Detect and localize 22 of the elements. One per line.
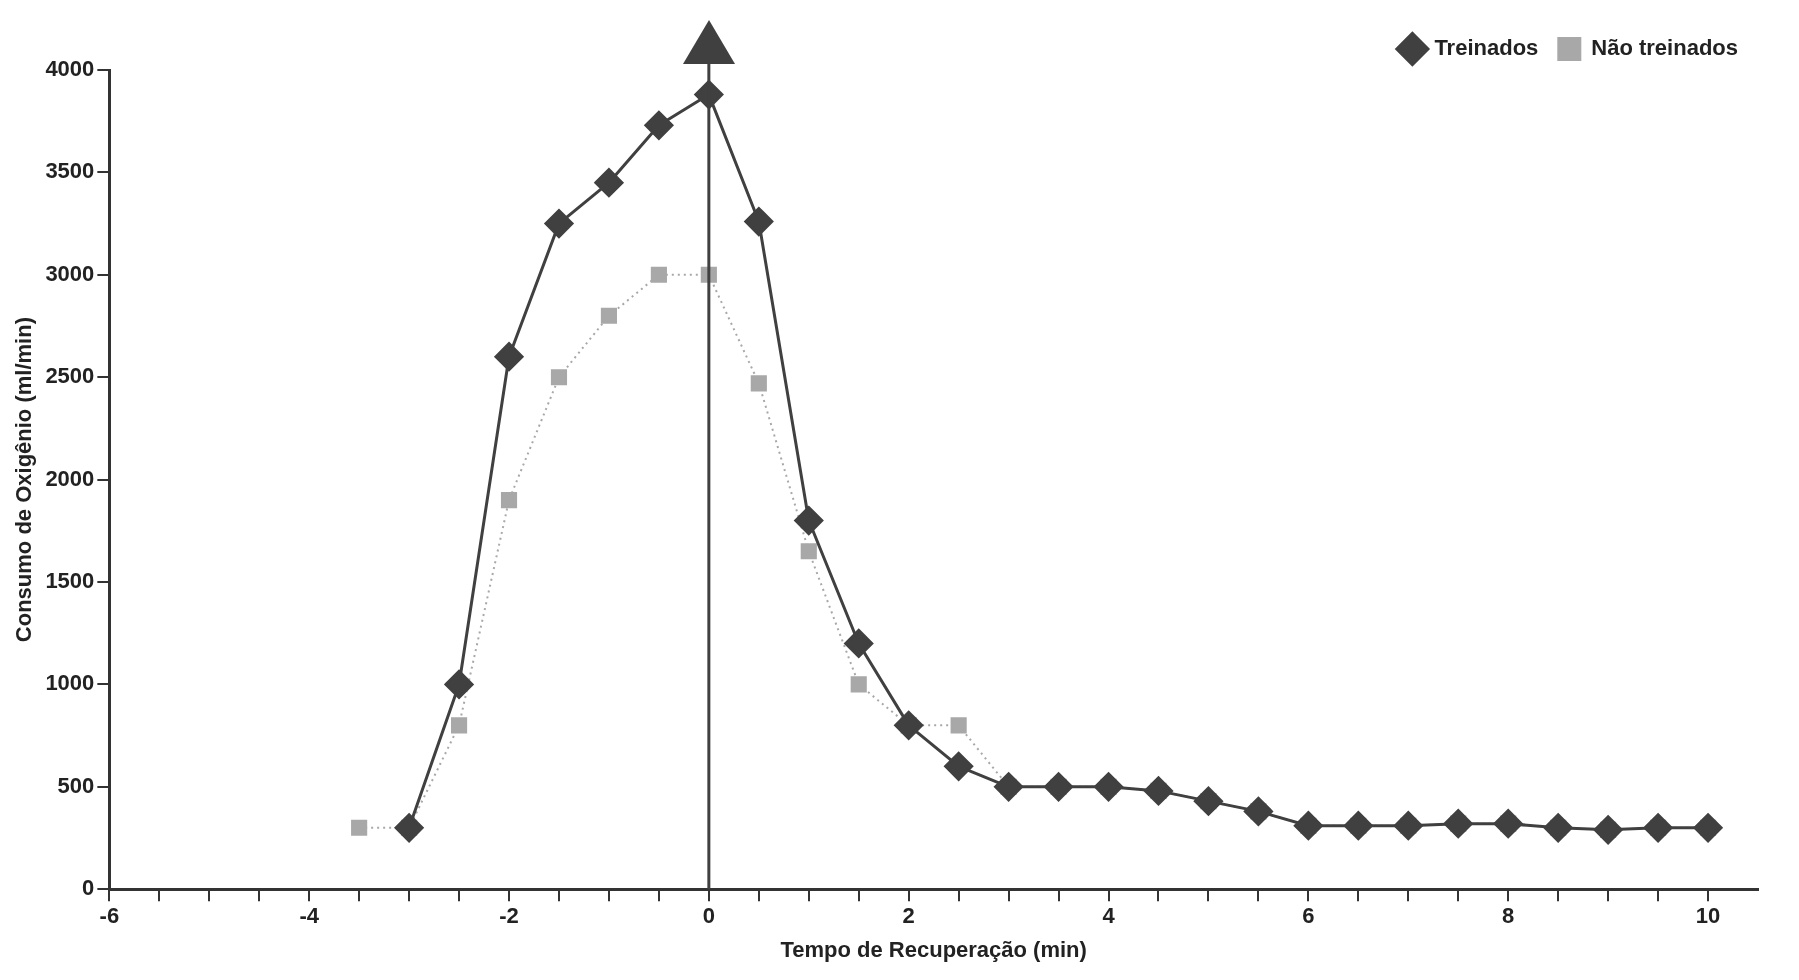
- y-tick-label: 2000: [45, 465, 95, 491]
- legend-label: Treinados: [1434, 35, 1539, 61]
- x-tick-label: 6: [1302, 903, 1315, 929]
- x-tick-label: 10: [1695, 903, 1721, 929]
- x-axis-title: Tempo de Recuperação (min): [780, 936, 1087, 962]
- legend-label: Não treinados: [1591, 35, 1739, 61]
- y-tick-label: 3500: [45, 158, 95, 184]
- x-tick-label: 8: [1502, 903, 1515, 929]
- x-tick-label: 4: [1102, 903, 1116, 929]
- y-tick-label: 1000: [45, 670, 95, 696]
- y-tick-label: 1500: [45, 568, 95, 594]
- x-tick-label: -2: [499, 903, 519, 929]
- y-axis-title: Consumo de Oxigênio (ml/min): [11, 317, 37, 643]
- x-tick-label: -4: [299, 903, 320, 929]
- x-tick-label: -6: [99, 903, 120, 929]
- y-tick-label: 4000: [45, 56, 95, 82]
- y-tick-label: 500: [57, 772, 95, 798]
- y-tick-label: 3000: [45, 260, 95, 286]
- x-tick-label: 2: [902, 903, 915, 929]
- y-tick-label: 2500: [45, 363, 95, 389]
- x-tick-label: 0: [702, 903, 715, 929]
- y-tick-label: 0: [82, 875, 95, 901]
